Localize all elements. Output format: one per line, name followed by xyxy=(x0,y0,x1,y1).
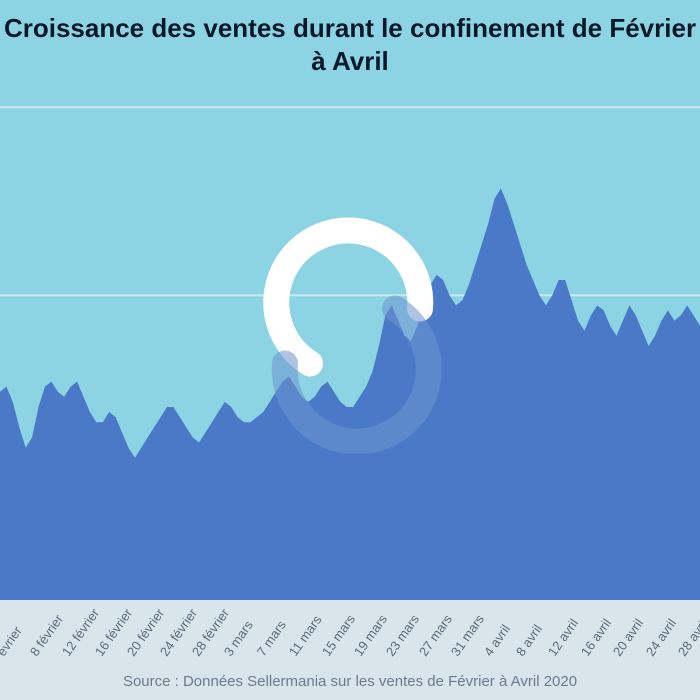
x-axis-label: 4 avril xyxy=(480,622,512,659)
x-axis-label: 28 avril xyxy=(675,616,700,659)
x-axis-labels: évrier8 février12 février16 février20 fé… xyxy=(0,592,700,662)
x-axis-label: 24 avril xyxy=(642,616,678,659)
chart-title: Croissance des ventes durant le confinem… xyxy=(0,12,700,77)
x-axis-label: 11 mars xyxy=(286,613,325,659)
x-axis-label: 27 mars xyxy=(416,612,455,659)
x-axis-label: évrier xyxy=(0,624,25,659)
x-axis-label: 7 mars xyxy=(254,618,289,659)
x-axis-label: 12 avril xyxy=(545,616,581,659)
source-caption: Source : Données Sellermania sur les ven… xyxy=(0,673,700,690)
x-axis-label: 15 mars xyxy=(318,612,357,659)
x-axis-label: 8 avril xyxy=(513,622,545,659)
x-axis-label: 3 mars xyxy=(221,618,256,659)
x-axis-label: 16 avril xyxy=(578,616,614,659)
sales-growth-chart: Croissance des ventes durant le confinem… xyxy=(0,0,700,700)
x-axis-label: 20 avril xyxy=(610,616,646,659)
